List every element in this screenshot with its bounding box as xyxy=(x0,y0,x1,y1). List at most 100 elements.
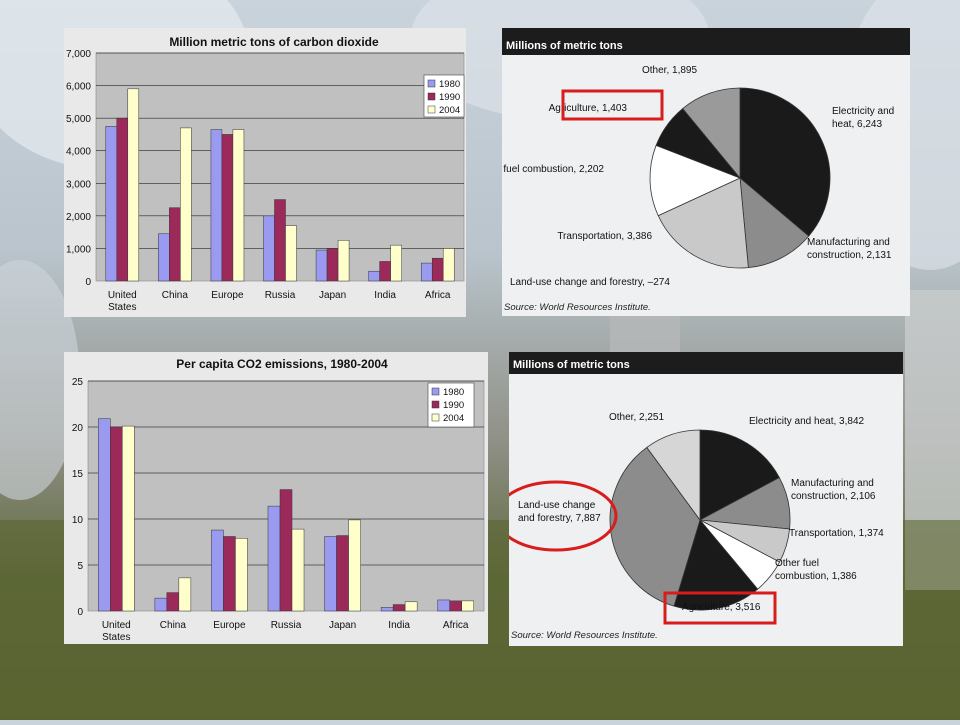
x-tick-label: India xyxy=(374,290,396,301)
x-tick-label: Russia xyxy=(265,290,296,301)
y-tick-label: 20 xyxy=(72,423,84,434)
bar-1990 xyxy=(326,248,339,282)
pie-chart-world-emissions-svg: Millions of metric tons Electricity and he… xyxy=(476,28,910,313)
pie-label: construction, 2,106 xyxy=(791,491,876,502)
x-tick-label: Europe xyxy=(211,290,244,301)
pie-label: Other fuel combustion, 2,202 xyxy=(502,164,604,175)
bar-1990 xyxy=(392,604,406,612)
pie-label: Other fuel xyxy=(775,558,819,569)
bar-1990 xyxy=(336,535,349,612)
pie-label: Transportation, 3,386 xyxy=(557,231,652,242)
y-tick-label: 6,000 xyxy=(66,82,91,93)
y-tick-label: 4,000 xyxy=(66,147,91,158)
bar-1980 xyxy=(380,607,394,612)
y-tick-label: 5 xyxy=(77,561,83,572)
bar-1990 xyxy=(166,592,180,612)
pie-slice xyxy=(699,429,780,521)
x-tick-label: Africa xyxy=(443,620,469,631)
pie-label: Transportation, 1,374 xyxy=(789,528,884,539)
bar-2004 xyxy=(291,528,305,612)
bar-2004 xyxy=(127,88,140,282)
bar-2004 xyxy=(348,519,361,612)
legend-label: 1980 xyxy=(439,79,460,90)
legend-label: 2004 xyxy=(439,105,460,116)
legend-swatch xyxy=(431,400,440,409)
legend-swatch xyxy=(427,105,436,114)
pie-label: heat, 6,243 xyxy=(832,119,882,130)
bar-1980 xyxy=(263,215,275,282)
bar-1980 xyxy=(105,126,118,282)
highlight-box xyxy=(561,89,664,121)
y-tick-label: 2,000 xyxy=(66,212,91,223)
bar-1980 xyxy=(368,270,380,282)
pie-label: Agriculture, 3,516 xyxy=(682,602,761,613)
legend-label: 1990 xyxy=(439,92,460,103)
pie-label: Electricity and xyxy=(832,106,894,117)
pie-label: Agriculture, 1,403 xyxy=(549,103,628,114)
y-tick-label: 7,000 xyxy=(66,49,91,60)
bar-chart-per-capita-svg: Per capita CO2 emissions, 1980-2004 0 5 10 1… xyxy=(72,357,485,643)
bar-1990 xyxy=(110,426,123,612)
pie-label: construction, 2,131 xyxy=(807,250,892,261)
pie-label: Other, 1,895 xyxy=(642,65,697,76)
bar-1980 xyxy=(158,233,170,282)
highlight-box xyxy=(663,591,777,625)
y-tick-label: 25 xyxy=(72,377,84,388)
y-tick-label: 0 xyxy=(77,607,83,618)
pie-chart-second-emissions: Millions of metric tons Electricity and h… xyxy=(494,352,903,646)
pie-source: Source: World Resources Institute. xyxy=(504,302,651,313)
bar-1990 xyxy=(221,134,234,282)
legend-swatch xyxy=(431,387,440,396)
bar-1980 xyxy=(315,249,328,282)
pie-label: Other, 2,251 xyxy=(609,412,664,423)
pie-header-bar xyxy=(502,28,910,55)
legend-swatch xyxy=(427,92,436,101)
bar-chart-total-co2-svg: Million metric tons of carbon dioxide 0 1,… xyxy=(66,35,465,313)
pie-label: Land-use change and forestry, –274 xyxy=(510,277,670,288)
bar-2004 xyxy=(461,600,474,612)
pie-source: Source: World Resources Institute. xyxy=(511,630,658,641)
pie-chart-world-emissions: Millions of metric tons Electricity and he… xyxy=(476,28,910,316)
bar-1980 xyxy=(437,599,450,612)
y-tick-label: 3,000 xyxy=(66,179,91,190)
bar-1980 xyxy=(98,418,111,612)
x-tick-label: States xyxy=(108,302,136,313)
bar-2004 xyxy=(285,225,297,282)
bar-1990 xyxy=(279,489,293,612)
legend-label: 1980 xyxy=(443,387,464,398)
bar-1990 xyxy=(169,207,181,282)
bar-1980 xyxy=(324,536,337,612)
y-tick-label: 5,000 xyxy=(66,114,91,125)
x-tick-label: United xyxy=(108,290,137,301)
x-tick-label: Russia xyxy=(271,620,302,631)
pie-slice xyxy=(682,87,741,180)
x-tick-label: Japan xyxy=(329,620,356,631)
bar-2004 xyxy=(404,601,418,612)
x-tick-label: China xyxy=(162,290,189,301)
bar-1990 xyxy=(431,257,444,282)
pie-slice xyxy=(739,177,810,269)
y-tick-label: 0 xyxy=(85,277,91,288)
legend-label: 1990 xyxy=(443,400,464,411)
bar-1990 xyxy=(223,536,236,612)
x-tick-label: United xyxy=(102,620,131,631)
legend-swatch xyxy=(431,413,440,422)
pie-header-bar xyxy=(509,352,903,374)
pie-label: Electricity and heat, 3,842 xyxy=(749,416,865,427)
bar-2004 xyxy=(122,425,135,612)
y-tick-label: 10 xyxy=(72,515,84,526)
x-tick-label: Europe xyxy=(213,620,246,631)
bar-2004 xyxy=(232,129,245,282)
bar-chart-total-co2: Million metric tons of carbon dioxide 0 1,… xyxy=(64,28,466,317)
pie-chart-second-emissions-svg: Millions of metric tons Electricity and h… xyxy=(494,352,903,641)
bar-2004 xyxy=(235,538,248,612)
pie-slice xyxy=(646,429,701,522)
bar-1980 xyxy=(210,129,223,282)
bar-1980 xyxy=(420,262,433,282)
chart-title: Per capita CO2 emissions, 1980-2004 xyxy=(176,357,388,371)
x-tick-label: States xyxy=(102,632,130,643)
pie-slice xyxy=(609,446,701,607)
bar-1980 xyxy=(211,529,224,612)
bar-1990 xyxy=(449,600,462,612)
bar-2004 xyxy=(442,248,455,282)
